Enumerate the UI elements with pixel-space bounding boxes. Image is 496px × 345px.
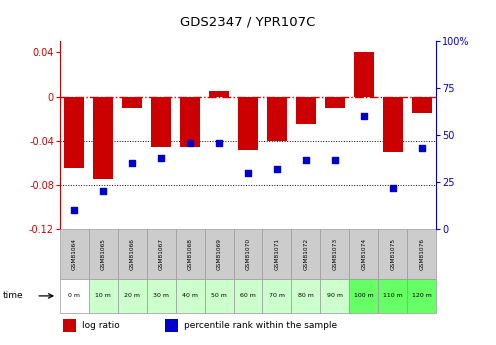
Text: GSM81075: GSM81075	[390, 238, 395, 270]
Text: 20 m: 20 m	[124, 293, 140, 298]
Text: GDS2347 / YPR107C: GDS2347 / YPR107C	[181, 16, 315, 29]
Bar	[325, 97, 345, 108]
Bar	[354, 52, 374, 97]
Text: GSM81074: GSM81074	[362, 238, 367, 270]
Text: GSM81068: GSM81068	[187, 238, 192, 270]
Text: 70 m: 70 m	[269, 293, 285, 298]
Text: time: time	[2, 292, 23, 300]
Text: 90 m: 90 m	[327, 293, 343, 298]
Text: GSM81064: GSM81064	[71, 238, 76, 270]
Bar	[204, 229, 234, 279]
Point	[186, 140, 194, 146]
Bar	[146, 229, 176, 279]
Point	[360, 114, 368, 119]
Bar	[122, 97, 142, 108]
Bar	[262, 229, 292, 279]
Bar	[320, 279, 350, 313]
Text: log ratio: log ratio	[82, 321, 120, 330]
Text: 80 m: 80 m	[298, 293, 314, 298]
Point	[215, 140, 223, 146]
Point	[157, 155, 165, 160]
Bar	[165, 319, 178, 332]
Bar	[267, 97, 287, 141]
Bar	[234, 279, 262, 313]
Bar	[408, 229, 436, 279]
Bar	[118, 279, 146, 313]
Text: 120 m: 120 m	[412, 293, 432, 298]
Bar	[292, 229, 320, 279]
Text: 0 m: 0 m	[68, 293, 80, 298]
Bar	[64, 97, 84, 168]
Bar	[412, 97, 432, 113]
Bar	[88, 279, 118, 313]
Text: 60 m: 60 m	[240, 293, 256, 298]
Text: 110 m: 110 m	[383, 293, 403, 298]
Bar	[151, 97, 171, 147]
Bar	[350, 229, 378, 279]
Bar	[88, 229, 118, 279]
Text: GSM81069: GSM81069	[216, 238, 222, 270]
Bar	[176, 229, 204, 279]
Text: GSM81073: GSM81073	[332, 238, 337, 270]
Bar	[204, 279, 234, 313]
Point	[128, 160, 136, 166]
Text: 30 m: 30 m	[153, 293, 169, 298]
Bar	[296, 97, 316, 124]
Text: GSM81070: GSM81070	[246, 238, 250, 270]
Bar	[378, 279, 408, 313]
Bar	[320, 229, 350, 279]
Text: 50 m: 50 m	[211, 293, 227, 298]
Point	[302, 157, 310, 162]
Bar	[118, 229, 146, 279]
Text: GSM81065: GSM81065	[101, 238, 106, 270]
Point	[389, 185, 397, 190]
Point	[244, 170, 252, 175]
Text: 10 m: 10 m	[95, 293, 111, 298]
Bar	[350, 279, 378, 313]
Bar	[93, 97, 113, 179]
Bar	[176, 279, 204, 313]
Text: GSM81076: GSM81076	[420, 238, 425, 270]
Point	[70, 207, 78, 213]
Text: GSM81067: GSM81067	[159, 238, 164, 270]
Bar	[292, 279, 320, 313]
Text: percentile rank within the sample: percentile rank within the sample	[184, 321, 337, 330]
Bar	[60, 279, 88, 313]
Bar	[234, 229, 262, 279]
Bar	[408, 279, 436, 313]
Bar	[238, 97, 258, 149]
Bar	[60, 229, 88, 279]
Point	[273, 166, 281, 172]
Text: GSM81066: GSM81066	[129, 238, 134, 270]
Text: GSM81072: GSM81072	[304, 238, 309, 270]
Point	[418, 146, 426, 151]
Bar	[383, 97, 403, 152]
Text: GSM81071: GSM81071	[274, 238, 280, 270]
Bar	[146, 279, 176, 313]
Text: 100 m: 100 m	[354, 293, 374, 298]
Bar	[63, 319, 76, 332]
Bar	[180, 97, 200, 147]
Bar	[209, 91, 229, 97]
Point	[331, 157, 339, 162]
Bar	[262, 279, 292, 313]
Text: 40 m: 40 m	[182, 293, 198, 298]
Point	[99, 189, 107, 194]
Bar	[378, 229, 408, 279]
